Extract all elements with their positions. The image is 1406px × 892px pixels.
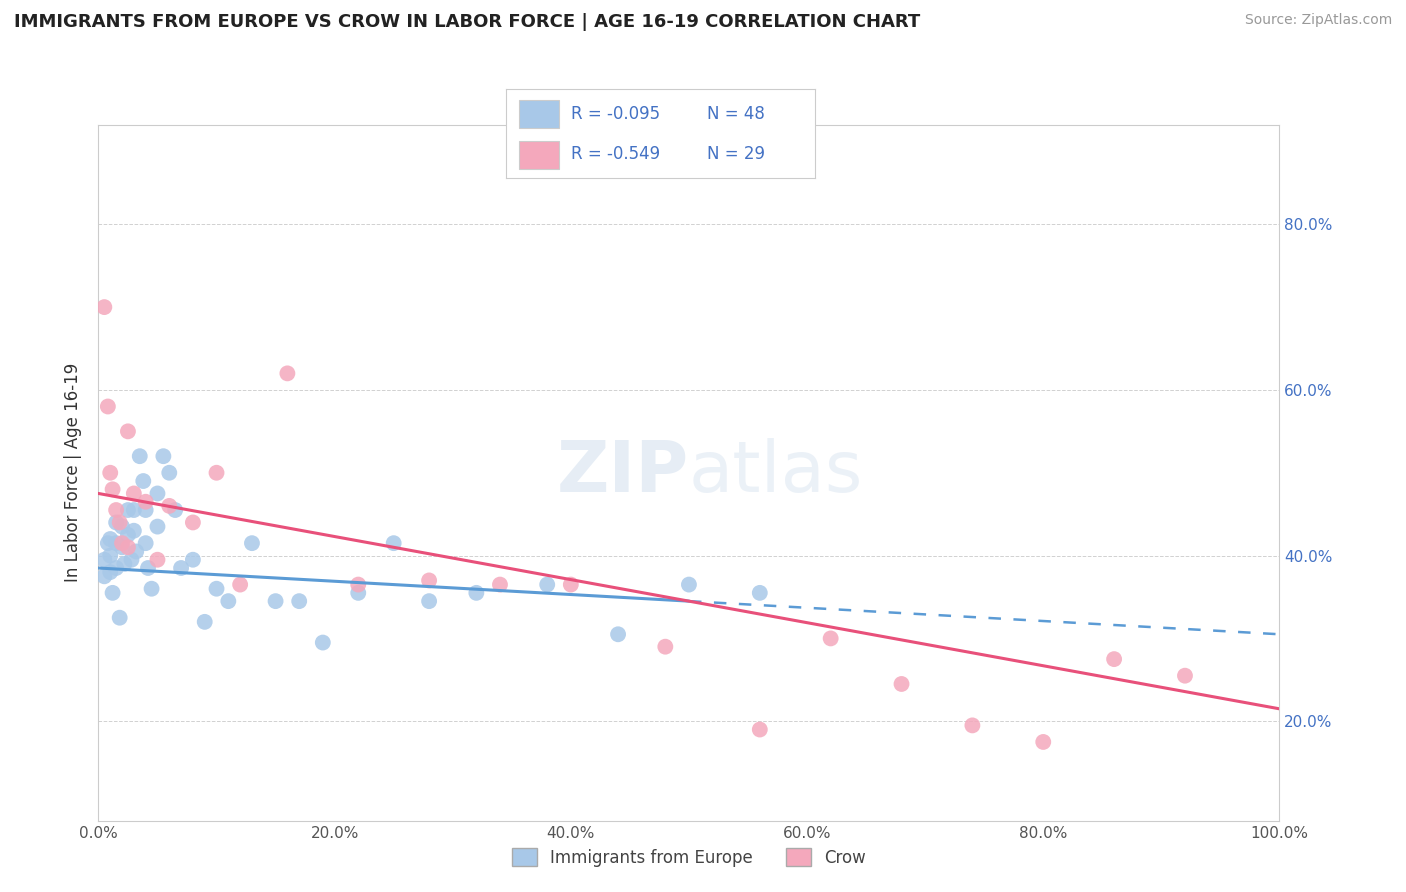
Point xyxy=(93,300,115,314)
Text: R = -0.095: R = -0.095 xyxy=(571,104,661,123)
Point xyxy=(489,577,512,591)
Point xyxy=(108,611,131,625)
Point xyxy=(101,586,124,600)
Point xyxy=(678,577,700,591)
Y-axis label: In Labor Force | Age 16-19: In Labor Force | Age 16-19 xyxy=(65,363,83,582)
Point xyxy=(347,577,370,591)
Point xyxy=(122,524,145,538)
Point xyxy=(465,586,488,600)
Point xyxy=(117,541,139,555)
Point xyxy=(347,586,370,600)
Point xyxy=(98,565,121,579)
Point xyxy=(111,519,134,533)
Point xyxy=(146,519,169,533)
Point xyxy=(194,615,217,629)
Point xyxy=(748,586,770,600)
Point xyxy=(654,640,676,654)
Point xyxy=(312,635,335,649)
Text: atlas: atlas xyxy=(689,438,863,508)
Point xyxy=(418,594,440,608)
Point xyxy=(136,561,159,575)
Point xyxy=(181,516,204,530)
Point xyxy=(101,483,124,497)
Text: Source: ZipAtlas.com: Source: ZipAtlas.com xyxy=(1244,13,1392,28)
Point xyxy=(276,367,298,381)
Point xyxy=(205,582,228,596)
Text: IMMIGRANTS FROM EUROPE VS CROW IN LABOR FORCE | AGE 16-19 CORRELATION CHART: IMMIGRANTS FROM EUROPE VS CROW IN LABOR … xyxy=(14,13,921,31)
Point xyxy=(105,561,128,575)
Point xyxy=(112,557,135,571)
Point xyxy=(128,449,150,463)
Point xyxy=(111,541,134,555)
Point xyxy=(229,577,252,591)
Point xyxy=(105,516,128,530)
Point xyxy=(240,536,263,550)
Point xyxy=(98,466,121,480)
Point xyxy=(382,536,405,550)
Point xyxy=(132,474,155,488)
Point xyxy=(98,549,121,563)
Point xyxy=(117,528,139,542)
Point xyxy=(165,503,187,517)
Point xyxy=(288,594,311,608)
Point xyxy=(418,574,440,588)
Point xyxy=(97,536,120,550)
FancyBboxPatch shape xyxy=(519,141,558,169)
Point xyxy=(170,561,193,575)
Point xyxy=(122,486,145,500)
Point xyxy=(121,552,143,567)
Point xyxy=(135,503,157,517)
Point xyxy=(117,425,139,439)
Point xyxy=(157,466,180,480)
Point xyxy=(1174,669,1197,683)
Point xyxy=(93,552,115,567)
Point xyxy=(536,577,558,591)
Point xyxy=(1102,652,1125,666)
Point xyxy=(1032,735,1054,749)
Point xyxy=(141,582,163,596)
Point xyxy=(820,632,842,646)
Point xyxy=(135,494,157,508)
Point xyxy=(748,723,770,737)
Point xyxy=(560,577,582,591)
Point xyxy=(152,449,174,463)
Point xyxy=(98,532,121,546)
Legend: Immigrants from Europe, Crow: Immigrants from Europe, Crow xyxy=(503,839,875,875)
Point xyxy=(146,552,169,567)
Point xyxy=(962,718,984,732)
Point xyxy=(217,594,239,608)
Point xyxy=(108,516,131,530)
Point xyxy=(97,400,120,414)
Point xyxy=(93,569,115,583)
Point xyxy=(135,536,157,550)
Text: N = 48: N = 48 xyxy=(707,104,765,123)
Text: ZIP: ZIP xyxy=(557,438,689,508)
Point xyxy=(890,677,912,691)
Point xyxy=(181,552,204,567)
Point xyxy=(125,544,148,558)
Point xyxy=(117,503,139,517)
Text: N = 29: N = 29 xyxy=(707,145,765,163)
Point xyxy=(146,486,169,500)
Point xyxy=(264,594,287,608)
Text: R = -0.549: R = -0.549 xyxy=(571,145,661,163)
Point xyxy=(111,536,134,550)
Point xyxy=(122,503,145,517)
Point xyxy=(607,627,630,641)
Point xyxy=(105,536,128,550)
Point xyxy=(157,499,180,513)
Point xyxy=(105,503,128,517)
FancyBboxPatch shape xyxy=(519,100,558,128)
Point xyxy=(205,466,228,480)
